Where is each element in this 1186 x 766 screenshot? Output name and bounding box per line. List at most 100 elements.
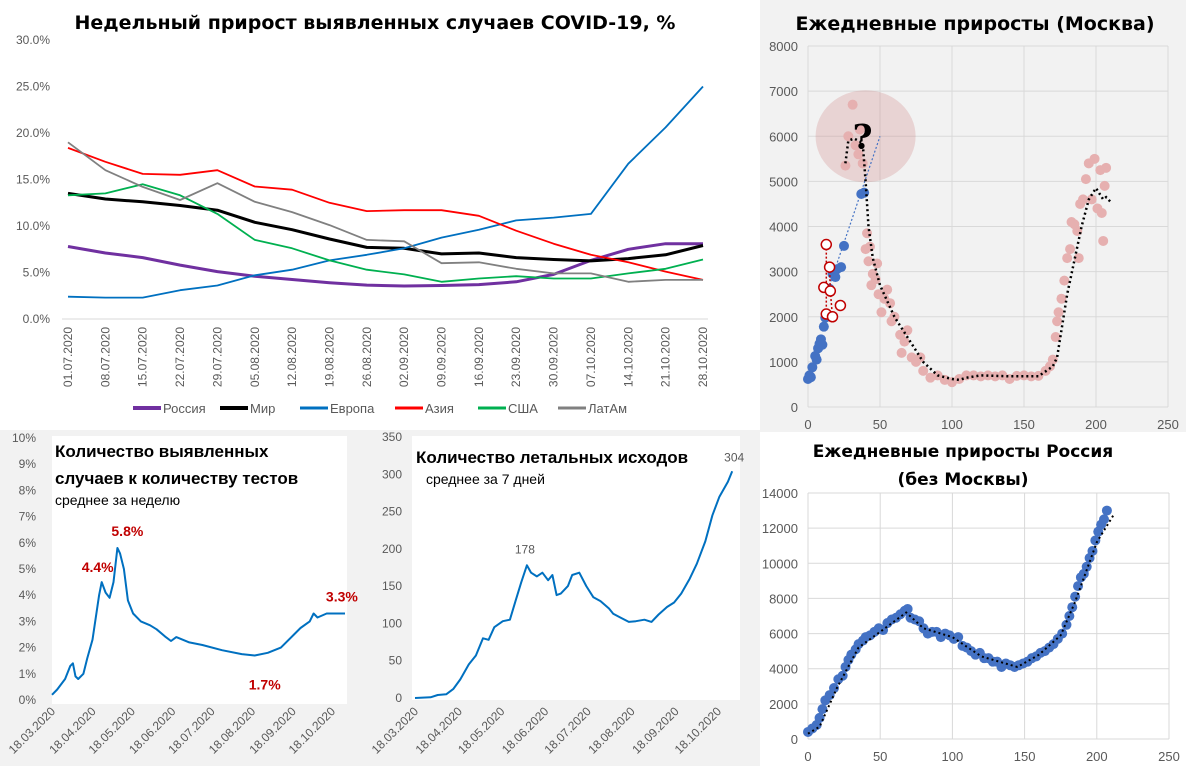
chart1-x-tick: 15.07.2020 bbox=[136, 327, 150, 387]
chart3-data-label: 5.8% bbox=[111, 523, 143, 539]
chart3-y-tick: 1% bbox=[19, 667, 37, 681]
chart4-y-tick: 150 bbox=[382, 579, 402, 593]
chart2-point-blue bbox=[805, 372, 816, 383]
chart5-point bbox=[1087, 545, 1098, 556]
chart3-title-line2: случаев к количеству тестов bbox=[55, 469, 298, 488]
chart2-x-tick: 100 bbox=[941, 417, 963, 432]
chart2-y-tick: 1000 bbox=[769, 355, 798, 370]
chart2-point-red-open bbox=[820, 238, 833, 251]
chart5-point bbox=[837, 670, 848, 681]
chart3-y-tick: 7% bbox=[19, 510, 37, 524]
chart3-line bbox=[51, 547, 345, 696]
chart2-point-red-open bbox=[834, 299, 847, 312]
chart2-x-tick: 0 bbox=[804, 417, 811, 432]
chart2-point-pink bbox=[1099, 180, 1110, 191]
chart2-point-blue bbox=[807, 362, 818, 373]
chart2-point-pink bbox=[862, 228, 873, 239]
legend-label: Азия bbox=[425, 401, 454, 416]
chart1-series-line-5 bbox=[67, 141, 703, 283]
chart2-point-pink bbox=[885, 298, 896, 309]
chart5-x-tick: 250 bbox=[1158, 749, 1180, 764]
chart5-x-tick: 0 bbox=[804, 749, 811, 764]
chart2-point-pink bbox=[1098, 235, 1109, 246]
legend-label: ЛатАм bbox=[588, 401, 627, 416]
chart5-point bbox=[1073, 581, 1084, 592]
chart2-point-pink bbox=[1086, 194, 1097, 205]
chart5-y-tick: 0 bbox=[791, 732, 798, 747]
chart3-plot-area bbox=[52, 436, 347, 704]
legend-label: Европа bbox=[330, 401, 375, 416]
chart1-x-tick: 14.10.2020 bbox=[621, 327, 635, 387]
chart3-y-tick: 4% bbox=[19, 588, 37, 602]
chart1-x-tick: 16.09.2020 bbox=[472, 327, 486, 387]
chart3-y-tick: 2% bbox=[19, 641, 37, 655]
chart5-point bbox=[1099, 514, 1110, 525]
chart2-y-tick: 0 bbox=[791, 400, 798, 415]
chart2-point-pink bbox=[840, 160, 851, 171]
legend-label: Мир bbox=[250, 401, 275, 416]
chart5-trend-line bbox=[807, 513, 1115, 735]
chart1-x-tick: 02.09.2020 bbox=[397, 327, 411, 387]
chart1-series-line-0 bbox=[67, 242, 703, 288]
chart1-x-tick: 21.10.2020 bbox=[659, 327, 673, 387]
chart5-point bbox=[1061, 619, 1072, 630]
chart2-point-pink bbox=[853, 149, 864, 160]
chart2-point-pink bbox=[1101, 162, 1112, 173]
chart2-point-pink bbox=[863, 256, 874, 267]
chart2-point-red-open bbox=[823, 261, 836, 273]
chart1-y-tick: 0.0% bbox=[23, 312, 51, 326]
chart2-point-pink bbox=[1080, 174, 1091, 185]
chart5-y-tick: 4000 bbox=[769, 662, 798, 677]
chart2-point-pink bbox=[876, 307, 887, 318]
chart5-y-tick: 10000 bbox=[762, 556, 798, 571]
chart2-point-pink bbox=[961, 370, 972, 381]
chart4-y-tick: 200 bbox=[382, 542, 402, 556]
chart1-x-tick: 30.09.2020 bbox=[547, 327, 561, 387]
chart2-point-blue bbox=[811, 354, 822, 365]
chart2-point-blue bbox=[817, 339, 828, 350]
chart1-x-tick: 22.07.2020 bbox=[173, 327, 187, 387]
chart1-x-tick: 07.10.2020 bbox=[584, 327, 598, 387]
chart1-series-line-3 bbox=[67, 147, 704, 281]
chart1-title: Недельный прирост выявленных случаев COV… bbox=[75, 12, 676, 34]
chart5-point bbox=[1101, 505, 1112, 516]
chart5-title-line1: Ежедневные приросты Россия bbox=[813, 442, 1113, 462]
chart4-y-tick: 350 bbox=[382, 430, 402, 444]
chart5-point bbox=[953, 632, 964, 643]
legend-label: США bbox=[508, 401, 538, 416]
chart4-title: Количество летальных исходов bbox=[416, 448, 688, 467]
chart1-x-tick: 19.08.2020 bbox=[322, 327, 336, 387]
chart2-point-pink bbox=[1073, 253, 1084, 264]
chart1-x-tick: 28.10.2020 bbox=[696, 327, 710, 387]
chart2-point-blue bbox=[839, 240, 849, 251]
chart2-title: Ежедневные приросты (Москва) bbox=[795, 13, 1154, 35]
chart5-point bbox=[1064, 611, 1075, 621]
chart1-x-tick: 12.08.2020 bbox=[285, 327, 299, 387]
chart1-background bbox=[0, 0, 760, 430]
chart3-y-tick: 10% bbox=[12, 431, 36, 445]
chart2-trend-red bbox=[828, 267, 834, 317]
chart5-y-tick: 6000 bbox=[769, 627, 798, 642]
chart3-data-label: 1.7% bbox=[249, 676, 281, 692]
chart3-title-line1: Количество выявленных bbox=[55, 442, 269, 461]
chart5-x-tick: 200 bbox=[1086, 749, 1108, 764]
chart2-y-tick: 6000 bbox=[769, 129, 798, 144]
chart5-background bbox=[760, 432, 1186, 766]
chart5-point bbox=[1057, 628, 1068, 639]
chart3-data-label: 4.4% bbox=[82, 559, 114, 575]
chart2-point-pink bbox=[899, 336, 910, 347]
chart1-x-tick: 01.07.2020 bbox=[61, 327, 75, 387]
chart3-y-tick: 8% bbox=[19, 483, 37, 497]
chart1-x-tick: 05.08.2020 bbox=[248, 327, 262, 387]
chart2-point-pink bbox=[870, 274, 881, 285]
chart5-title-line2: (без Москвы) bbox=[897, 470, 1028, 490]
chart2-point-pink bbox=[847, 99, 858, 110]
chart3-y-tick: 0% bbox=[19, 693, 37, 707]
chart5-x-tick: 150 bbox=[1014, 749, 1036, 764]
chart1-y-tick: 15.0% bbox=[16, 173, 50, 187]
chart1-x-tick: 29.07.2020 bbox=[210, 327, 224, 387]
chart5-y-tick: 12000 bbox=[762, 521, 798, 536]
chart2-point-pink bbox=[872, 258, 883, 269]
chart2-background bbox=[760, 0, 1186, 432]
